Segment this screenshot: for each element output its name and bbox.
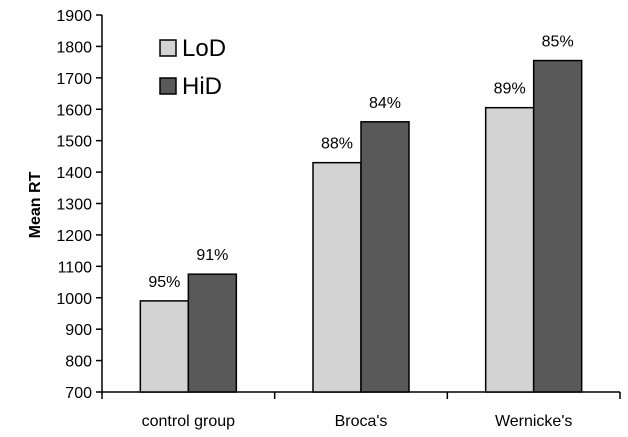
bar-lod-0	[139, 300, 190, 393]
bar-hid-0	[187, 273, 238, 393]
data-label: 89%	[494, 81, 526, 98]
x-category-label: Wernicke's	[495, 413, 572, 430]
y-tick-label: 1100	[58, 259, 93, 276]
legend-swatch-hid	[159, 77, 177, 95]
y-tick-label: 700	[65, 385, 92, 402]
bar-lod-1	[312, 161, 362, 393]
y-tick-label: 1400	[56, 165, 92, 182]
y-tick-label: 1300	[56, 197, 92, 214]
data-label: 95%	[148, 274, 180, 291]
y-tick-label: 900	[65, 322, 92, 339]
y-tick-label: 1800	[56, 39, 92, 56]
legend: LoD HiD	[159, 35, 226, 100]
y-tick-label: 1000	[56, 291, 92, 308]
plot-area: 700 800 900 1000 1100 1200 1300 1400 1500 1600 170…	[56, 8, 621, 430]
legend-label: HiD	[182, 73, 222, 100]
bar-hid-2	[532, 59, 583, 393]
data-label: 85%	[542, 34, 574, 51]
y-axis-label: Mean RT	[27, 171, 44, 238]
y-tick-label: 1700	[56, 71, 92, 88]
data-label: 84%	[369, 95, 401, 112]
x-category-label: control group	[142, 413, 235, 430]
data-label: 88%	[321, 136, 353, 153]
y-tick-label: 1500	[56, 134, 92, 151]
bar-lod-2	[484, 106, 535, 393]
bar-hid-1	[360, 121, 410, 393]
legend-label: LoD	[182, 35, 226, 62]
y-tick-label: 1200	[56, 228, 92, 245]
x-category-label: Broca's	[335, 413, 388, 430]
legend-swatch-lod	[159, 39, 177, 57]
y-tick-label: 1900	[56, 8, 92, 25]
data-label: 91%	[196, 247, 228, 264]
y-tick-label: 800	[65, 354, 92, 371]
y-tick-label: 1600	[56, 102, 92, 119]
